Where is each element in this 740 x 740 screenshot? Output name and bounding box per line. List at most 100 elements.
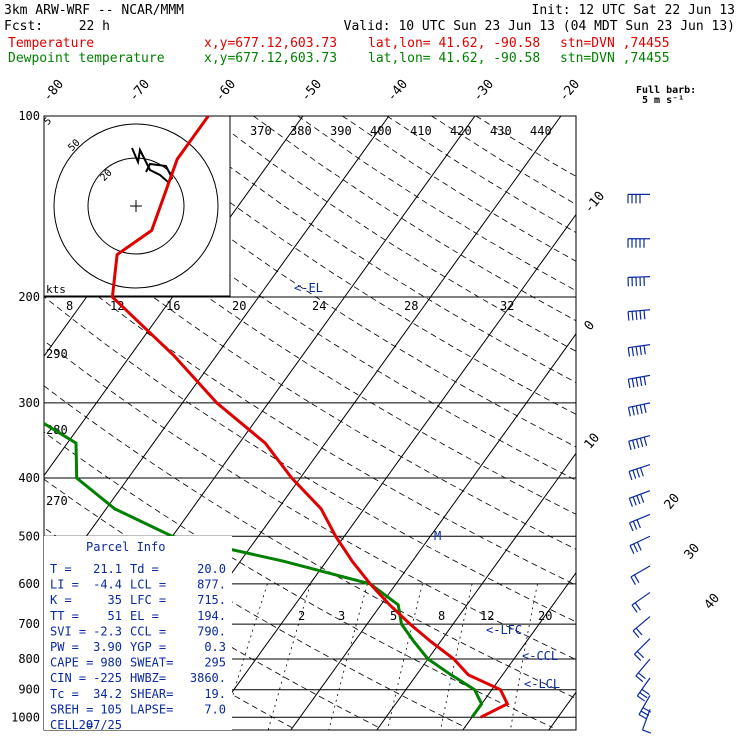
parcel-row-1-value2: 877. bbox=[197, 578, 226, 592]
dewpoint-station: stn=DVN ,74455 bbox=[560, 51, 670, 66]
wind-barb-flag-8-1 bbox=[632, 469, 637, 479]
temperature-xy: x,y=677.12,603.73 bbox=[204, 36, 337, 51]
wind-barb-flag-7-2 bbox=[635, 439, 640, 449]
wind-barb-shaft-15 bbox=[634, 638, 651, 655]
parcel-row-0-value2: 20.0 bbox=[197, 562, 226, 576]
wind-barb-flag-5-3 bbox=[639, 376, 643, 387]
wind-barb-flag-15-1 bbox=[636, 650, 645, 659]
wind-barb-shaft-14 bbox=[632, 616, 651, 632]
wind-barb-flag-10-2 bbox=[636, 519, 641, 529]
parcel-row-2-label2: LFC = bbox=[130, 593, 166, 607]
wind-barb-flag-3-0 bbox=[627, 311, 630, 321]
isotherm-label-10: 10 bbox=[582, 431, 604, 453]
mixing-label-upper-16: 16 bbox=[166, 299, 180, 313]
wind-barb-flag-3-3 bbox=[639, 310, 642, 320]
isotherm-label--10: -10 bbox=[582, 189, 609, 217]
parcel-row-10-value1: 207/25 bbox=[79, 718, 122, 732]
dewpoint-legend: Dewpoint temperature bbox=[8, 51, 165, 66]
dewpoint-latlon: lat,lon= 41.62, -90.58 bbox=[368, 51, 540, 66]
parcel-row-7-value1: -225 bbox=[93, 671, 122, 685]
wind-barb-flag-5-1 bbox=[631, 378, 635, 388]
mixing-label-upper-8: 8 bbox=[66, 299, 73, 313]
pressure-label-600: 600 bbox=[18, 577, 40, 591]
parcel-row-5-label2: YGP = bbox=[130, 640, 166, 654]
pressure-label-300: 300 bbox=[18, 396, 40, 410]
level-markers: <-EL <-LFC <-CCL <-LCL M bbox=[294, 281, 560, 691]
isotherm-label-0: 0 bbox=[582, 318, 599, 334]
wind-barb-flag-8-3 bbox=[639, 467, 644, 477]
wind-barb-shaft-4 bbox=[628, 344, 651, 349]
parcel-row-9-value1: 105 bbox=[100, 702, 122, 716]
theta-label-410: 410 bbox=[410, 124, 432, 138]
theta-label-430: 430 bbox=[490, 124, 512, 138]
mixing-ratio-8 bbox=[387, 583, 423, 730]
mixing-ratio-20 bbox=[510, 583, 538, 730]
pressure-label-500: 500 bbox=[18, 529, 40, 543]
wind-barb-flag-14-1 bbox=[635, 627, 643, 636]
wind-barb-flag-4-0 bbox=[627, 347, 631, 357]
wind-barb-flag-9-2 bbox=[636, 495, 641, 505]
theta-label-440: 440 bbox=[530, 124, 552, 138]
theta-label-380: 380 bbox=[290, 124, 312, 138]
wind-barb-flag-7-4 bbox=[643, 436, 648, 446]
wind-barb-12 bbox=[630, 565, 651, 585]
dry-adiabat-340 bbox=[44, 252, 576, 586]
wind-barb-shaft-16 bbox=[635, 658, 651, 677]
moist-adiabat-label-270: 270 bbox=[46, 494, 68, 508]
parcel-row-3-value1: 51 bbox=[108, 609, 122, 623]
wind-barb-shaft-6 bbox=[628, 402, 651, 409]
parcel-row-10-label1: CELL = bbox=[50, 718, 93, 732]
wind-barb-flag-17-0 bbox=[637, 695, 646, 702]
parcel-row-8-value2: 19. bbox=[204, 687, 226, 701]
hodograph: 5 50 20 kts bbox=[42, 115, 231, 297]
theta-label-420: 420 bbox=[450, 124, 472, 138]
isotherm-label-20: 20 bbox=[662, 491, 684, 513]
dry-adiabat-380 bbox=[75, 116, 576, 448]
pressure-label-100: 100 bbox=[18, 109, 40, 123]
dry-adiabat-360 bbox=[44, 168, 576, 515]
temperature-legend: Temperature bbox=[8, 36, 94, 51]
isotherm-30 bbox=[548, 691, 576, 730]
wind-barbs bbox=[627, 193, 652, 734]
dewpoint-header-line: Dewpoint temperature x,y=677.12,603.73 l… bbox=[8, 51, 670, 66]
wind-barb-shaft-12 bbox=[630, 565, 651, 578]
parcel-row-1-label2: LCL = bbox=[130, 578, 166, 592]
wind-barb-flag-12-0 bbox=[630, 576, 636, 585]
wind-barb-flag-10-1 bbox=[632, 521, 638, 530]
wind-barb-flag-7-0 bbox=[628, 441, 632, 451]
wind-barb-flag-11-1 bbox=[633, 543, 639, 553]
wind-barb-4 bbox=[627, 344, 651, 357]
wind-barb-5 bbox=[627, 374, 651, 389]
wind-barb-shaft-18 bbox=[638, 695, 651, 715]
wind-barb-shaft-19 bbox=[641, 709, 651, 731]
wind-barb-17 bbox=[636, 677, 651, 702]
wind-barb-shaft-2 bbox=[627, 276, 651, 279]
mixing-label-lower-5: 5 bbox=[390, 609, 397, 623]
wind-barb-flag-4-1 bbox=[631, 347, 635, 357]
parcel-row-2-value2: 715. bbox=[197, 593, 226, 607]
temperature-header-line: Temperature x,y=677.12,603.73 lat,lon= 4… bbox=[8, 36, 670, 51]
wind-barb-flag-9-1 bbox=[632, 496, 637, 506]
wind-barb-16 bbox=[635, 658, 651, 683]
dewpoint-xy: x,y=677.12,603.73 bbox=[204, 51, 337, 66]
parcel-row-6-label2: SWEAT= bbox=[130, 656, 173, 670]
parcel-info-rows: T = 21.1 Td = 20.0 LI = -4.4 LCL = 877. K = 35 LFC… bbox=[50, 562, 226, 732]
temperature-latlon: lat,lon= 41.62, -90.58 bbox=[368, 36, 540, 51]
wind-barb-flag-12-1 bbox=[633, 574, 640, 583]
wind-barb-7 bbox=[628, 434, 651, 451]
wind-barb-flag-18-0 bbox=[638, 714, 648, 720]
wind-barb-flag-16-1 bbox=[638, 672, 646, 680]
dry-adiabat-370 bbox=[44, 127, 576, 481]
wind-barb-flag-3-4 bbox=[643, 310, 646, 320]
wind-barb-flag-10-0 bbox=[629, 522, 634, 532]
wind-barb-flag-11-0 bbox=[629, 545, 635, 554]
init-time: Init: 12 UTC Sat 22 Jun 13 bbox=[532, 3, 736, 18]
wind-barb-flag-4-2 bbox=[635, 346, 638, 356]
parcel-info-title: Parcel Info bbox=[86, 540, 165, 554]
parcel-row-7-label2: HWBZ= bbox=[130, 671, 166, 685]
parcel-row-5-value1: 3.90 bbox=[93, 640, 122, 654]
m-marker: M bbox=[434, 529, 441, 543]
parcel-row-3-label1: TT = bbox=[50, 609, 79, 623]
wind-barb-flag-5-0 bbox=[627, 379, 631, 389]
